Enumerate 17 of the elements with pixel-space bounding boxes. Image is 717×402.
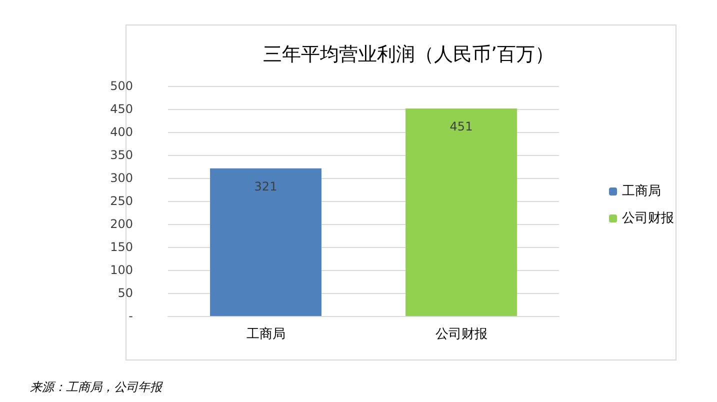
- y-tick-label: -: [128, 309, 133, 323]
- legend-label: 公司财报: [622, 211, 674, 226]
- y-tick-label: 250: [110, 194, 133, 208]
- y-tick-label: 350: [110, 148, 133, 162]
- y-tick-label: 50: [118, 286, 133, 300]
- y-tick-label: 450: [110, 102, 133, 116]
- y-tick-label: 400: [110, 125, 133, 139]
- data-label: 451: [450, 120, 473, 134]
- y-tick-label: 500: [110, 79, 133, 93]
- legend-label: 工商局: [622, 184, 661, 199]
- y-tick-label: 100: [110, 263, 133, 277]
- source-note: 来源：工商局，公司年报: [30, 380, 163, 394]
- y-tick-label: 150: [110, 240, 133, 254]
- y-tick-label: 300: [110, 171, 133, 185]
- data-label: 321: [254, 179, 278, 194]
- y-tick-label: 200: [110, 217, 133, 231]
- chart-title: 三年平均营业利润（人民币’百万）: [263, 44, 554, 66]
